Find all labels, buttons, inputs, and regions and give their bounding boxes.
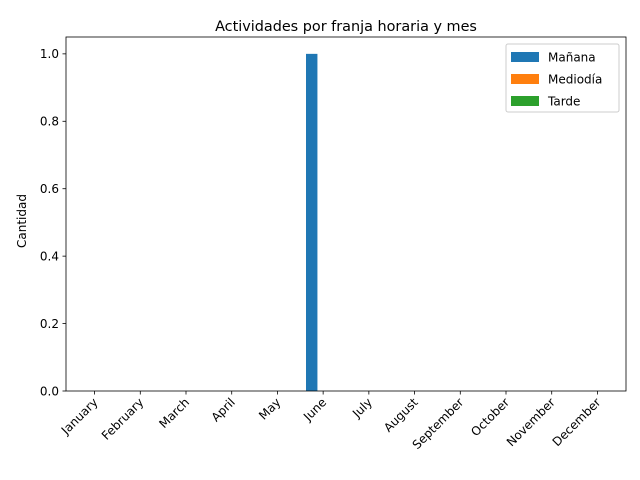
y-tick-label: 0.0 xyxy=(40,384,59,398)
y-tick-label: 1.0 xyxy=(40,47,59,61)
legend-label: Mediodía xyxy=(548,73,602,87)
legend: Mañana Mediodía Tarde xyxy=(505,43,620,113)
axes-frame xyxy=(65,36,627,392)
y-tick-label: 0.2 xyxy=(40,317,59,331)
legend-label: Mañana xyxy=(548,51,596,65)
legend-swatch xyxy=(511,74,539,84)
y-tick-label: 0.4 xyxy=(40,249,59,263)
chart-title: Actividades por franja horaria y mes xyxy=(215,19,477,35)
y-tick-label: 0.8 xyxy=(40,115,59,129)
y-tick-label: 0.6 xyxy=(40,182,59,196)
bar-mañana-june xyxy=(306,53,318,391)
legend-swatch xyxy=(511,96,539,106)
y-axis-label: Cantidad xyxy=(15,194,29,248)
legend-swatch xyxy=(511,52,539,62)
legend-label: Tarde xyxy=(547,95,580,109)
